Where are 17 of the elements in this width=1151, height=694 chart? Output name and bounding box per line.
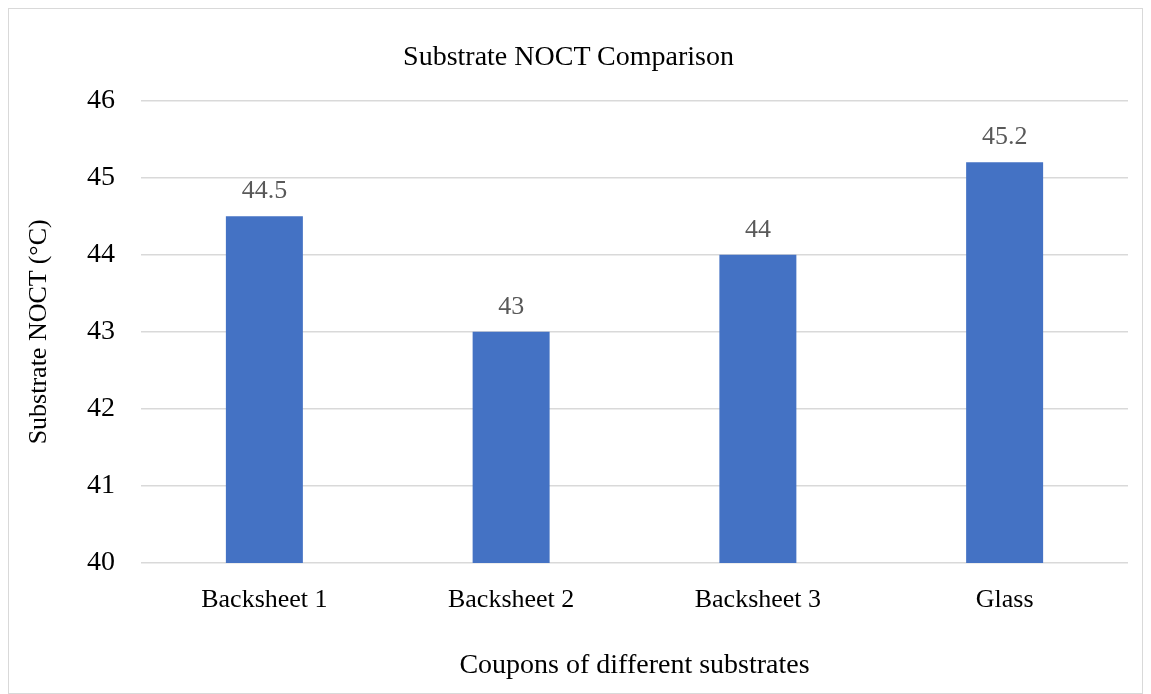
x-tick-label: Backsheet 3: [694, 584, 822, 614]
data-label: 44.5: [241, 175, 288, 205]
chart-title: Substrate NOCT Comparison: [403, 40, 734, 72]
x-tick-label: Glass: [975, 584, 1034, 614]
y-tick-label: 41: [87, 468, 115, 500]
data-label: 43: [498, 290, 525, 320]
y-tick-label: 45: [87, 160, 115, 192]
y-tick-label: 42: [87, 391, 115, 423]
y-tick-label: 40: [87, 545, 115, 577]
y-tick-label: 43: [87, 314, 115, 346]
x-tick-label: Backsheet 2: [447, 584, 575, 614]
data-label: 44: [744, 213, 771, 243]
y-tick-label: 46: [87, 82, 115, 114]
data-label: 45.2: [981, 121, 1028, 151]
x-tick-label: Backsheet 1: [201, 584, 328, 614]
y-tick-label: 44: [87, 237, 115, 269]
y-axis-title: Substrate NOCT (°C): [23, 219, 53, 445]
